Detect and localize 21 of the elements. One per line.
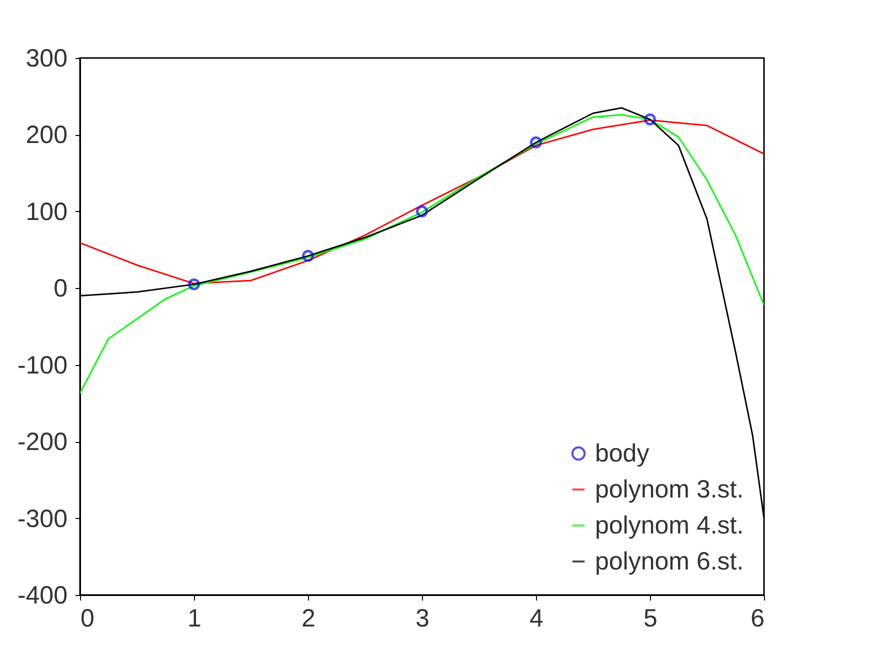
x-tick-label: 6 bbox=[750, 604, 764, 632]
line-series bbox=[80, 114, 764, 394]
y-tick-label: -400 bbox=[17, 582, 68, 610]
y-tick-label: -100 bbox=[17, 351, 68, 380]
x-tick-label: 1 bbox=[188, 604, 202, 632]
y-tick-label: -200 bbox=[17, 428, 68, 456]
y-tick-label: 200 bbox=[26, 121, 68, 150]
y-tick-label: 300 bbox=[26, 44, 68, 72]
line-series bbox=[80, 119, 764, 284]
x-tick-label: 5 bbox=[644, 604, 658, 632]
legend-label: body bbox=[595, 440, 650, 468]
legend-label: polynom 4.st. bbox=[595, 512, 744, 540]
legend-label: polynom 6.st. bbox=[595, 548, 744, 576]
y-tick-label: 0 bbox=[54, 274, 68, 303]
legend-label: polynom 3.st. bbox=[595, 476, 744, 504]
x-tick-label: 2 bbox=[302, 604, 316, 632]
x-tick-label: 0 bbox=[80, 604, 94, 632]
x-tick-label: 4 bbox=[530, 604, 544, 632]
y-tick-label: -300 bbox=[17, 504, 68, 533]
x-tick-label: 3 bbox=[416, 604, 430, 632]
y-tick-label: 100 bbox=[26, 198, 68, 226]
